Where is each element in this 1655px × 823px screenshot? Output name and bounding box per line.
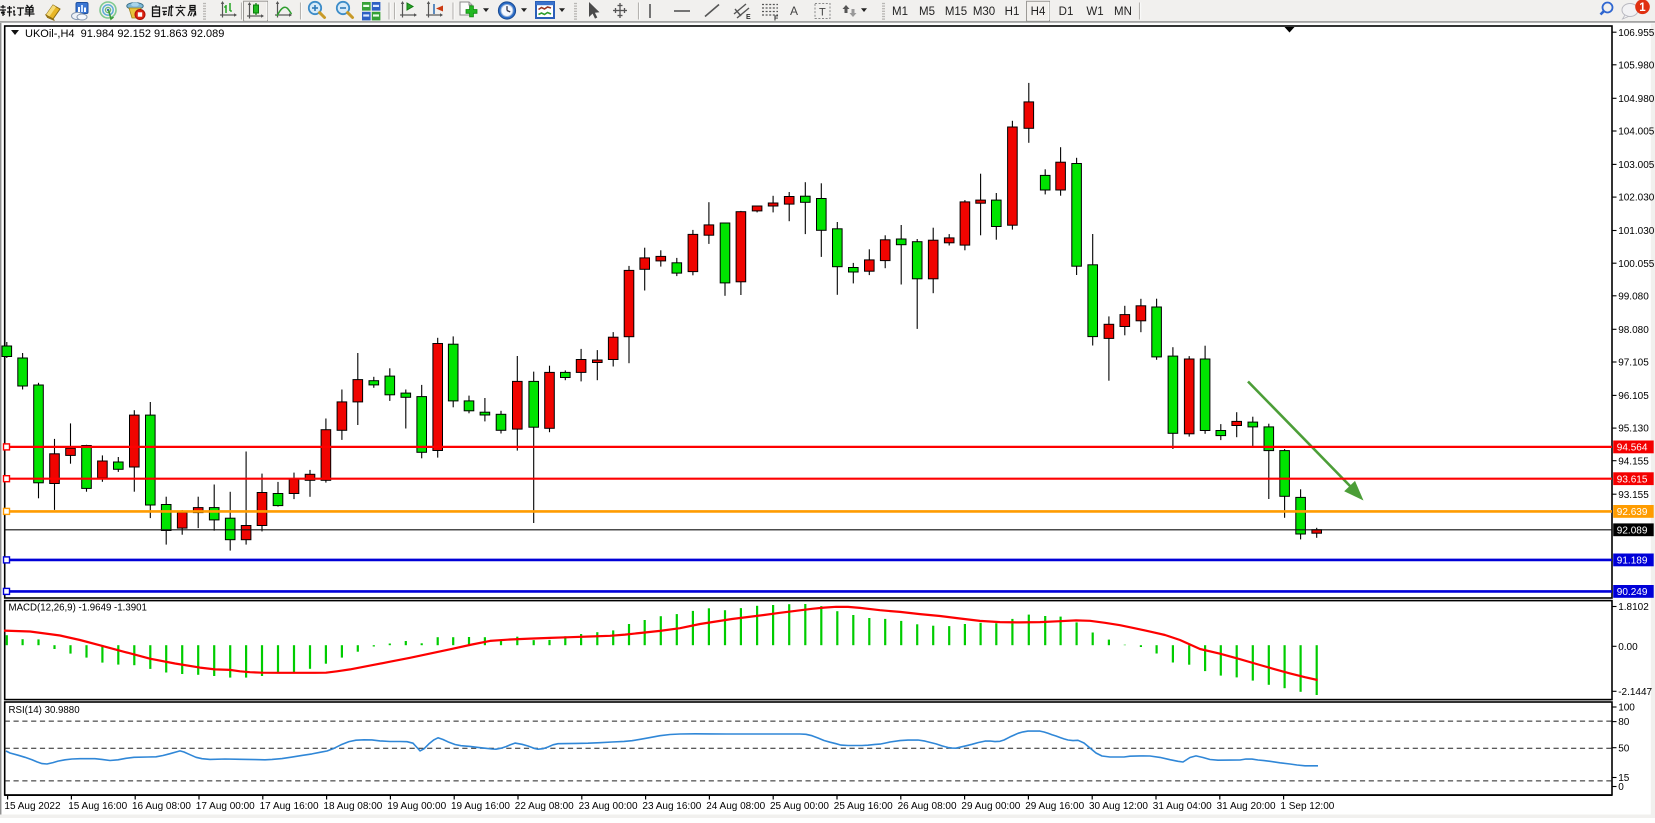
- svg-text:29 Aug 16:00: 29 Aug 16:00: [1025, 801, 1084, 812]
- svg-text:1 Sep 12:00: 1 Sep 12:00: [1280, 801, 1334, 812]
- svg-text:25 Aug 16:00: 25 Aug 16:00: [834, 801, 893, 812]
- svg-text:106.955: 106.955: [1618, 28, 1655, 39]
- svg-text:25 Aug 00:00: 25 Aug 00:00: [770, 801, 829, 812]
- svg-text:94.564: 94.564: [1617, 443, 1648, 454]
- svg-text:M5: M5: [919, 6, 935, 18]
- svg-text:15 Aug 16:00: 15 Aug 16:00: [68, 801, 127, 812]
- svg-text:99.080: 99.080: [1618, 291, 1649, 302]
- svg-text:96.105: 96.105: [1618, 391, 1649, 402]
- svg-text:A: A: [790, 4, 798, 18]
- svg-text:17 Aug 00:00: 17 Aug 00:00: [196, 801, 255, 812]
- svg-text:100: 100: [1618, 703, 1635, 714]
- svg-text:26 Aug 08:00: 26 Aug 08:00: [898, 801, 957, 812]
- svg-text:D1: D1: [1059, 6, 1074, 18]
- svg-text:100.055: 100.055: [1618, 259, 1655, 270]
- svg-text:97.105: 97.105: [1618, 358, 1649, 369]
- svg-text:1.8102: 1.8102: [1618, 602, 1649, 613]
- svg-text:18 Aug 08:00: 18 Aug 08:00: [323, 801, 382, 812]
- svg-text:104.980: 104.980: [1618, 94, 1655, 105]
- svg-text:1: 1: [1639, 2, 1646, 14]
- svg-text:M15: M15: [945, 6, 967, 18]
- svg-text:29 Aug 00:00: 29 Aug 00:00: [961, 801, 1020, 812]
- svg-text:UKOil-,H4 91.984 92.152 91.86: UKOil-,H4 91.984 92.152 91.863 92.089: [25, 28, 224, 40]
- svg-text:19 Aug 00:00: 19 Aug 00:00: [387, 801, 446, 812]
- svg-text:31 Aug 04:00: 31 Aug 04:00: [1153, 801, 1212, 812]
- svg-text:RSI(14) 30.9880: RSI(14) 30.9880: [9, 705, 81, 716]
- svg-text:19 Aug 16:00: 19 Aug 16:00: [451, 801, 510, 812]
- svg-text:31 Aug 20:00: 31 Aug 20:00: [1217, 801, 1276, 812]
- svg-text:H1: H1: [1005, 6, 1020, 18]
- svg-text:104.005: 104.005: [1618, 127, 1655, 138]
- svg-text:M30: M30: [973, 6, 995, 18]
- svg-text:93.155: 93.155: [1618, 490, 1649, 501]
- svg-text:91.189: 91.189: [1617, 556, 1648, 567]
- svg-text:T: T: [819, 7, 826, 19]
- svg-text:M1: M1: [892, 6, 908, 18]
- svg-text:90.249: 90.249: [1617, 587, 1648, 598]
- svg-text:17 Aug 16:00: 17 Aug 16:00: [260, 801, 319, 812]
- svg-text:50: 50: [1618, 743, 1630, 754]
- svg-text:0: 0: [1618, 782, 1624, 793]
- svg-text:95.130: 95.130: [1618, 424, 1649, 435]
- svg-text:101.030: 101.030: [1618, 226, 1655, 237]
- svg-text:MN: MN: [1114, 6, 1132, 18]
- svg-text:105.980: 105.980: [1618, 60, 1655, 71]
- svg-text:24 Aug 08:00: 24 Aug 08:00: [706, 801, 765, 812]
- svg-text:22 Aug 08:00: 22 Aug 08:00: [515, 801, 574, 812]
- svg-text:E: E: [746, 14, 751, 21]
- svg-text:15 Aug 2022: 15 Aug 2022: [4, 801, 61, 812]
- svg-text:F: F: [774, 16, 779, 23]
- svg-text:-2.1447: -2.1447: [1618, 687, 1652, 698]
- svg-text:0.00: 0.00: [1618, 642, 1638, 653]
- svg-text:23 Aug 00:00: 23 Aug 00:00: [579, 801, 638, 812]
- svg-text:16 Aug 08:00: 16 Aug 08:00: [132, 801, 191, 812]
- svg-text:30 Aug 12:00: 30 Aug 12:00: [1089, 801, 1148, 812]
- svg-text:93.615: 93.615: [1617, 475, 1648, 486]
- svg-text:92.089: 92.089: [1617, 526, 1648, 537]
- svg-text:92.639: 92.639: [1617, 507, 1648, 518]
- svg-text:98.080: 98.080: [1618, 325, 1649, 336]
- svg-text:94.155: 94.155: [1618, 456, 1649, 467]
- svg-text:102.030: 102.030: [1618, 193, 1655, 204]
- svg-text:80: 80: [1618, 717, 1630, 728]
- svg-text:MACD(12,26,9) -1.9649 -1.3901: MACD(12,26,9) -1.9649 -1.3901: [9, 603, 147, 614]
- svg-text:103.005: 103.005: [1618, 160, 1655, 171]
- svg-text:23 Aug 16:00: 23 Aug 16:00: [642, 801, 701, 812]
- svg-text:H4: H4: [1031, 6, 1046, 18]
- svg-text:W1: W1: [1086, 6, 1103, 18]
